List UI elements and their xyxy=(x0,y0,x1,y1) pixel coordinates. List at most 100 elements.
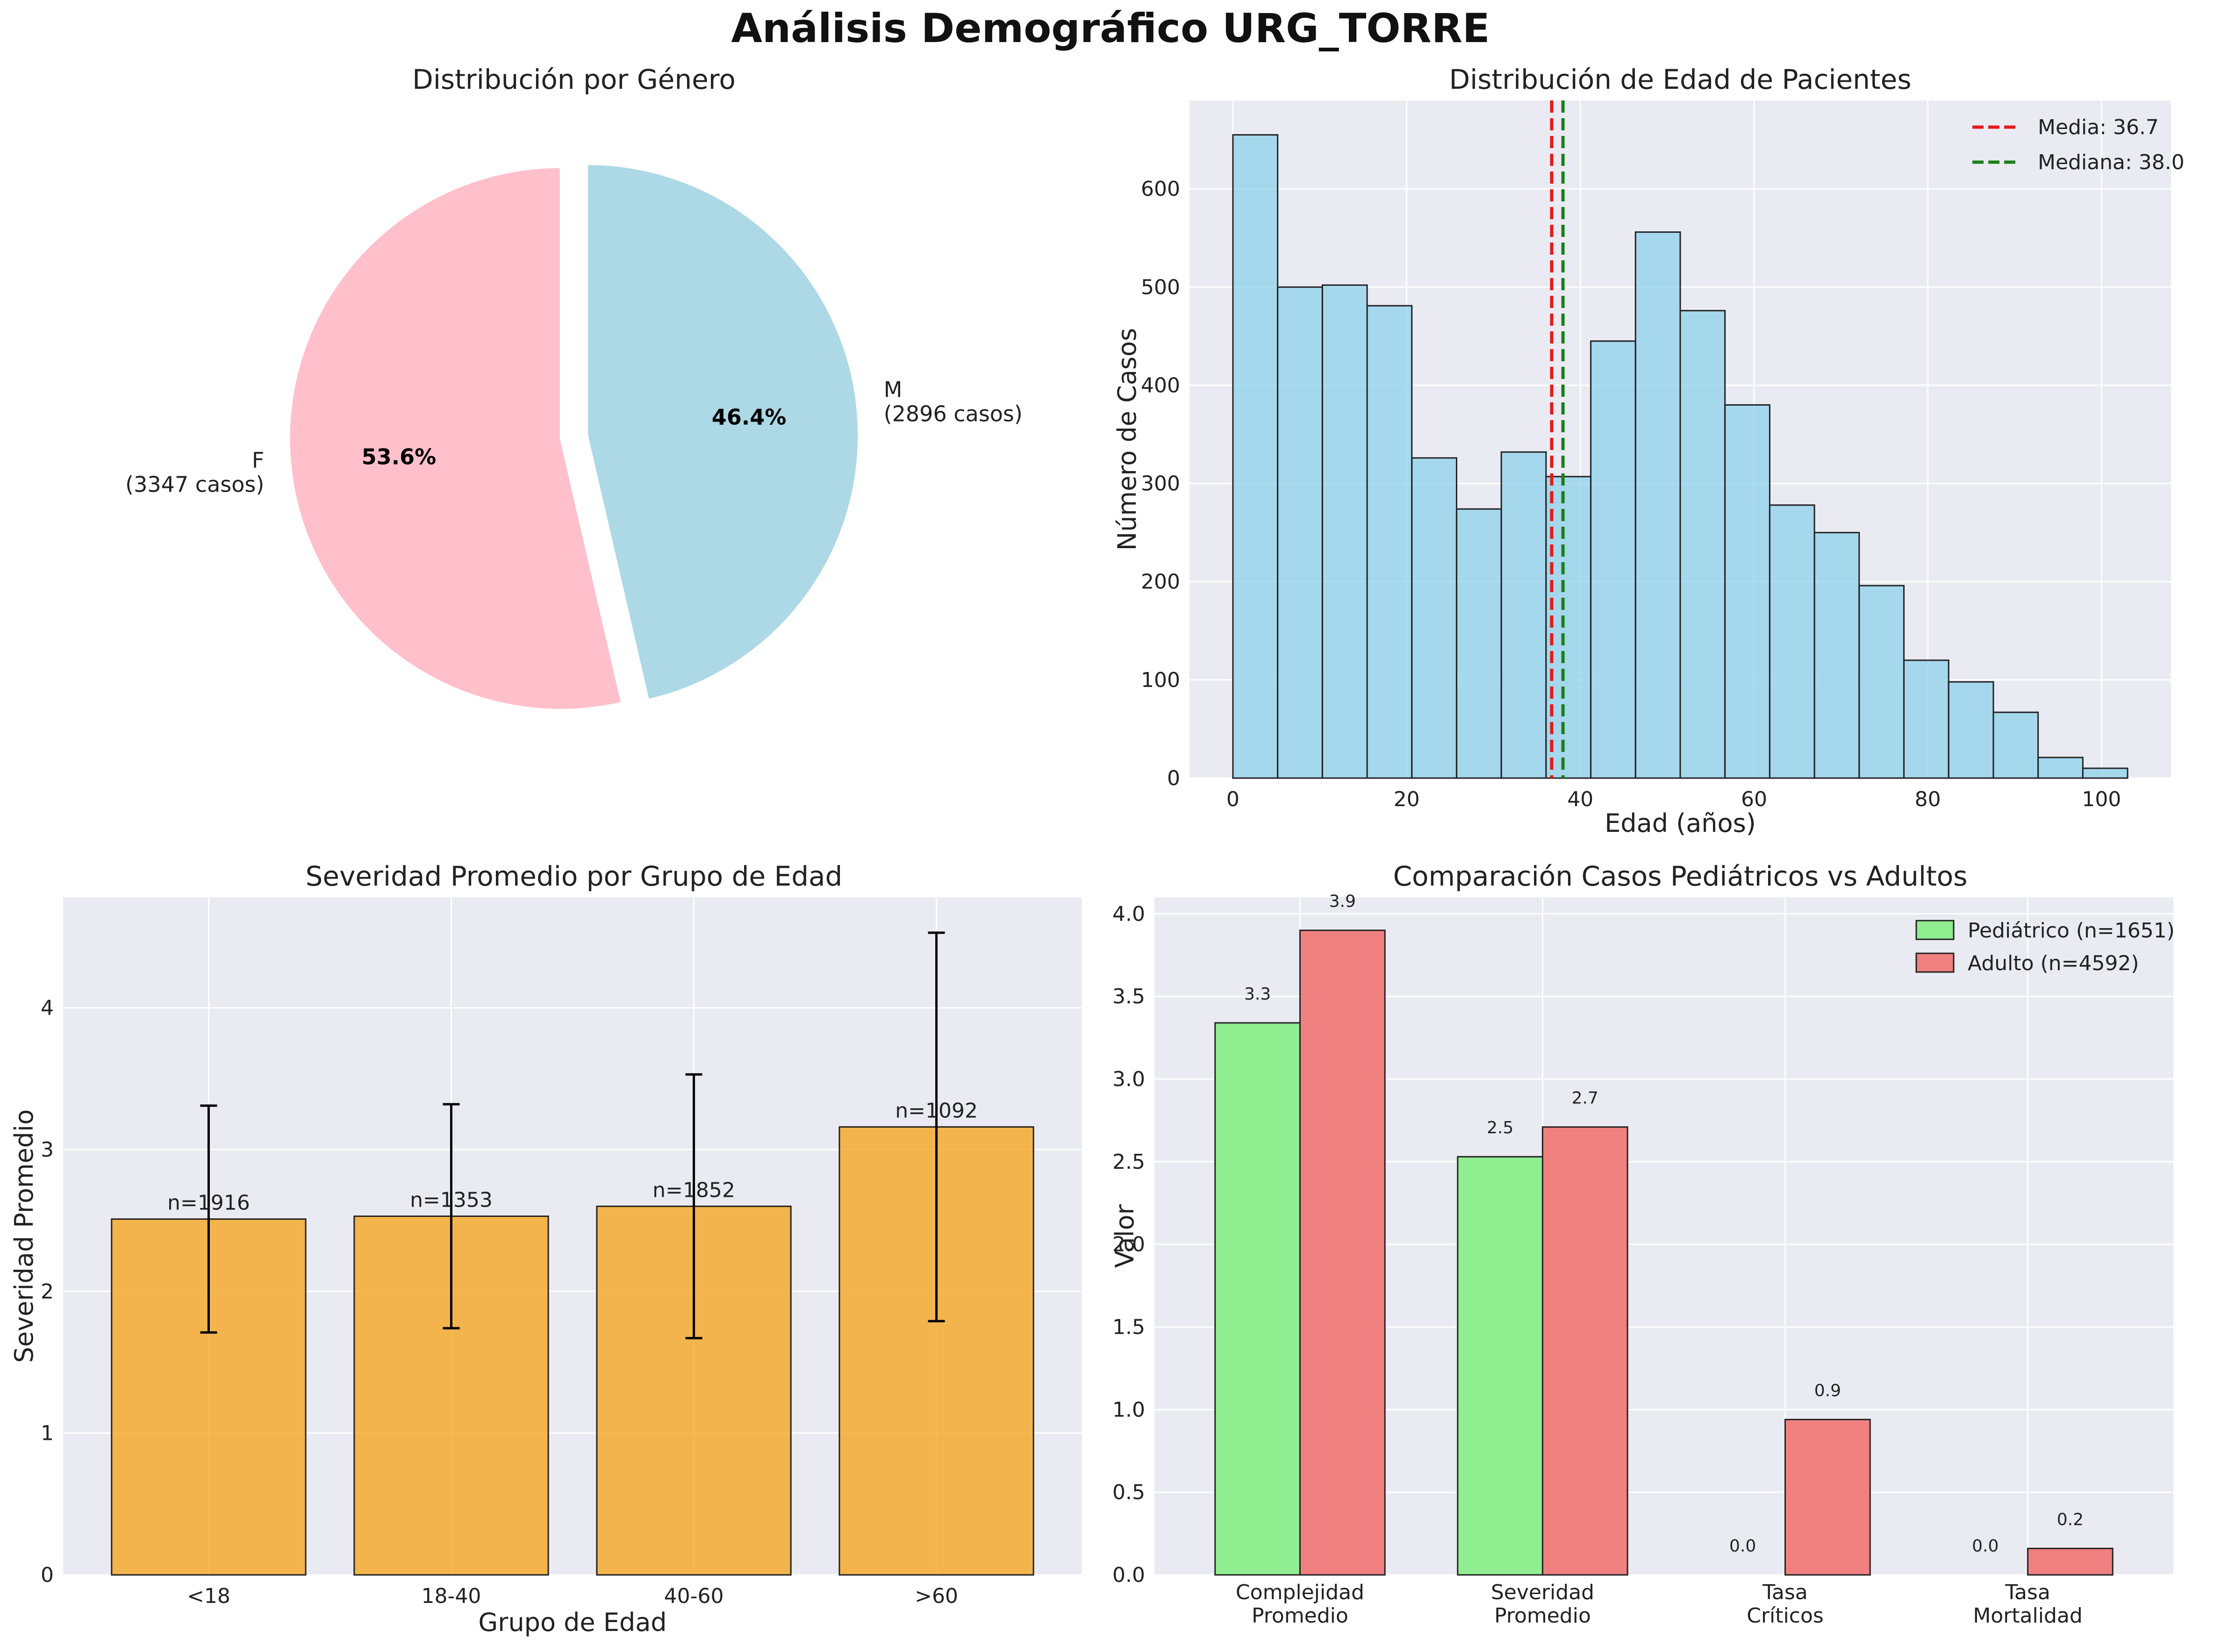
legend-label: Mediana: 38.0 xyxy=(2038,150,2185,174)
comparison-y-tick: 3.5 xyxy=(1112,985,1145,1008)
comparison-bar xyxy=(1784,1419,1871,1576)
comparison-value-label: 2.7 xyxy=(1572,1089,1598,1108)
severity-y-tick: 1 xyxy=(41,1422,54,1445)
histogram-bar xyxy=(1366,305,1413,779)
histogram-y-tick: 400 xyxy=(1141,373,1180,397)
comparison-x-tick: Tasa xyxy=(2005,1580,2050,1604)
severity-x-tick: <18 xyxy=(187,1584,230,1608)
histogram-ticks: 0 20 40 60 80 100 0 100 200 300 400 500 600 xyxy=(1141,177,2121,811)
comparison-y-tick: 0.5 xyxy=(1112,1480,1145,1504)
histogram-bar xyxy=(1277,286,1323,779)
histogram-x-tick: 40 xyxy=(1567,787,1593,811)
legend-label: Media: 36.7 xyxy=(2038,115,2159,139)
comparison-y-tick: 1.0 xyxy=(1112,1398,1145,1422)
histogram-x-tick: 100 xyxy=(2082,787,2121,811)
comparison-x-tick: Críticos xyxy=(1747,1604,1824,1628)
histogram-bar xyxy=(1948,681,1994,779)
severity-x-tick: >60 xyxy=(915,1584,958,1608)
histogram-bar xyxy=(1858,585,1905,779)
comparison-x-tick: Promedio xyxy=(1252,1604,1348,1628)
comparison-y-tick: 4.0 xyxy=(1112,902,1145,926)
legend-swatch xyxy=(1915,920,1955,940)
severity-n-label: n=1353 xyxy=(410,1188,493,1212)
pie-slice-label: M xyxy=(884,377,903,402)
histogram-bar xyxy=(1903,659,1949,779)
histogram-bar xyxy=(1724,404,1770,779)
pie-slices: 53.6% F(3347 casos) 46.4% M(2896 casos) xyxy=(125,164,1023,710)
severity-y-tick: 0 xyxy=(41,1563,54,1587)
comparison-y-tick: 3.0 xyxy=(1112,1067,1145,1091)
histogram-bars xyxy=(1232,134,2128,779)
histogram-ylabel: Número de Casos xyxy=(1112,328,1142,551)
figure-title: Análisis Demográfico URG_TORRE xyxy=(731,5,1490,52)
comparison-value-label: 0.2 xyxy=(2057,1510,2084,1529)
severity-y-tick: 2 xyxy=(41,1280,54,1303)
histogram-x-tick: 60 xyxy=(1741,787,1767,811)
comparison-bar xyxy=(1541,1126,1628,1576)
pie-count-label: (2896 casos) xyxy=(884,401,1023,426)
pie-slice-label: F xyxy=(252,448,264,473)
severity-bars: n=1916 n=1353 n=1852 n=1092 xyxy=(111,931,1034,1576)
comparison-bar xyxy=(1457,1156,1543,1576)
histogram-bar xyxy=(1992,711,2039,779)
histogram-bar xyxy=(1679,310,1726,779)
severity-title: Severidad Promedio por Grupo de Edad xyxy=(306,860,843,892)
comparison-panel: Comparación Casos Pediátricos vs Adultos… xyxy=(1110,860,2175,1628)
pie-slice-f xyxy=(288,166,623,710)
severity-xlabel: Grupo de Edad xyxy=(478,1608,666,1637)
comparison-bars: 3.3 2.5 0.0 0.0 3.9 2.7 0.9 0.2 xyxy=(1214,892,2114,1576)
severity-y-tick: 3 xyxy=(41,1138,54,1162)
comparison-x-tick: Promedio xyxy=(1494,1604,1591,1628)
comparison-value-label: 0.9 xyxy=(1814,1381,1841,1401)
severity-panel: Severidad Promedio por Grupo de Edad n=1… xyxy=(9,860,1082,1637)
pie-percent-label: 46.4% xyxy=(712,404,787,429)
severity-n-label: n=1092 xyxy=(895,1099,978,1123)
comparison-legend: Pediátrico (n=1651) Adulto (n=4592) xyxy=(1915,919,2175,975)
pie-percent-label: 53.6% xyxy=(362,444,437,470)
histogram-bar xyxy=(1500,451,1547,779)
comparison-value-label: 0.0 xyxy=(1972,1537,1999,1556)
histogram-bar xyxy=(1321,284,1368,779)
comparison-y-tick: 2.0 xyxy=(1112,1233,1145,1257)
pie-slice-m xyxy=(587,164,860,701)
histogram-title: Distribución de Edad de Pacientes xyxy=(1449,64,1911,95)
histogram-x-tick: 80 xyxy=(1915,787,1941,811)
comparison-y-tick: 2.5 xyxy=(1112,1150,1145,1174)
comparison-ticks: 0.00.51.01.52.02.53.03.54.0ComplejidadPr… xyxy=(1112,902,2083,1628)
legend-label: Pediátrico (n=1651) xyxy=(1968,919,2175,943)
severity-x-tick: 40-60 xyxy=(664,1584,724,1608)
comparison-ylabel: Valor xyxy=(1110,1204,1139,1268)
severity-ylabel: Severidad Promedio xyxy=(9,1109,39,1363)
histogram-bar xyxy=(1813,532,1860,779)
pie-count-label: (3347 casos) xyxy=(125,472,264,497)
histogram-y-tick: 100 xyxy=(1141,668,1180,692)
histogram-legend: Media: 36.7 Mediana: 38.0 xyxy=(1972,115,2185,174)
comparison-x-tick: Severidad xyxy=(1491,1580,1594,1604)
comparison-value-label: 0.0 xyxy=(1729,1537,1756,1556)
severity-n-label: n=1852 xyxy=(652,1178,735,1202)
histogram-bar xyxy=(1411,457,1457,779)
histogram-xlabel: Edad (años) xyxy=(1605,808,1756,838)
severity-y-tick: 4 xyxy=(41,996,54,1020)
histogram-bar xyxy=(1232,134,1279,779)
histogram-bar xyxy=(1455,508,1502,779)
histogram-x-tick: 20 xyxy=(1394,787,1420,811)
comparison-value-label: 2.5 xyxy=(1487,1118,1513,1137)
histogram-bar xyxy=(1769,504,1815,779)
comparison-title: Comparación Casos Pediátricos vs Adultos xyxy=(1393,860,1968,892)
histogram-bar xyxy=(2037,757,2084,779)
histogram-y-tick: 200 xyxy=(1141,570,1180,594)
histogram-bar xyxy=(1590,340,1636,779)
histogram-y-tick: 300 xyxy=(1141,472,1180,496)
comparison-y-tick: 1.5 xyxy=(1112,1316,1145,1339)
comparison-x-tick: Complejidad xyxy=(1236,1580,1364,1604)
gender-pie-panel: Distribución por Género 53.6% F(3347 caso… xyxy=(125,64,1023,710)
severity-x-tick: 18-40 xyxy=(422,1584,481,1608)
comparison-bar xyxy=(1299,930,1386,1576)
histogram-x-tick: 0 xyxy=(1226,787,1239,811)
histogram-bar xyxy=(2082,767,2128,779)
histogram-stat-lines xyxy=(1550,100,1565,778)
histogram-y-tick: 600 xyxy=(1141,177,1180,201)
comparison-bar xyxy=(2027,1547,2114,1576)
